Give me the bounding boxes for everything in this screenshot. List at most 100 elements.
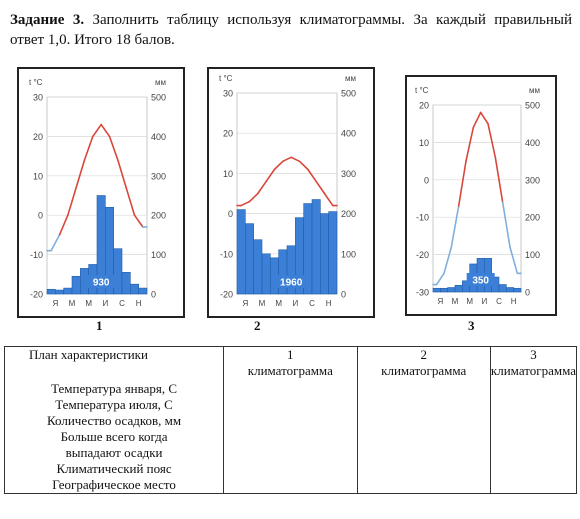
p-tick-label: 300: [341, 169, 356, 179]
temperature-segment: [100, 123, 111, 138]
task-number: Задание 3.: [10, 12, 85, 28]
answer-cell[interactable]: [489, 413, 578, 429]
month-label: Н: [136, 299, 142, 308]
temperature-segment: [457, 160, 467, 207]
precip-bar: [328, 211, 338, 295]
p-unit-label: мм: [155, 78, 166, 87]
temperature-segment: [435, 272, 445, 286]
temperature-segment: [75, 159, 86, 189]
t-tick-label: 20: [419, 101, 429, 111]
p-tick-label: 200: [151, 211, 166, 221]
p-tick-label: 300: [525, 175, 540, 185]
precip-bar: [130, 283, 139, 295]
precip-bar: [498, 284, 507, 293]
temperature-segment: [298, 160, 309, 171]
temperature-segment: [479, 111, 489, 125]
answer-cell[interactable]: [356, 413, 491, 429]
temperature-segment: [58, 214, 69, 236]
temperature-segment: [315, 180, 326, 195]
temperature-segment: [125, 186, 136, 216]
answer-cell[interactable]: [223, 477, 358, 494]
t-tick-label: 10: [223, 169, 233, 179]
p-tick-label: 0: [151, 290, 156, 300]
month-label: М: [466, 297, 473, 306]
header-plan: План характеристики: [3, 346, 225, 381]
t-tick-label: -10: [416, 213, 429, 223]
climatogram-1: 30 20 10 0 -10 -20 500 400 300 200 100 0 t °C мм 930 Я М…: [17, 67, 185, 318]
t-tick-label: 0: [228, 209, 233, 219]
total-precip-label: 1960: [280, 278, 303, 289]
precip-bar: [447, 287, 456, 293]
t-tick-label: -20: [220, 290, 233, 300]
temperature-segment: [472, 111, 482, 129]
answer-cell[interactable]: [223, 381, 358, 397]
temperature-segment: [307, 168, 317, 183]
p-tick-label: 400: [341, 129, 356, 139]
answer-cell[interactable]: [356, 381, 491, 397]
header-climatogram-1: 1 климатограмма: [223, 346, 358, 381]
precip-bar: [506, 287, 514, 293]
t-tick-label: -20: [416, 250, 429, 260]
month-label: М: [275, 299, 282, 308]
temperature-segment: [50, 234, 61, 252]
table-row: Климатический пояс: [3, 461, 578, 477]
temperature-segment: [257, 180, 267, 195]
task-body: Заполнить таблицу используя климатограмм…: [10, 12, 572, 48]
temperature-segment: [265, 168, 276, 183]
p-unit-label: мм: [529, 86, 540, 95]
answer-cell[interactable]: [489, 397, 578, 413]
answer-cell[interactable]: [489, 429, 578, 461]
precip-bar: [46, 288, 56, 295]
t-tick-label: 30: [223, 89, 233, 99]
t-tick-label: -20: [30, 290, 43, 300]
answer-cell[interactable]: [223, 429, 358, 461]
t-tick-label: 10: [33, 171, 43, 181]
t-tick-label: 10: [419, 138, 429, 148]
table-row: Количество осадков, мм: [3, 413, 578, 429]
t-tick-label: 0: [424, 175, 429, 185]
temperature-segment: [501, 201, 511, 248]
temperature-segment: [240, 200, 251, 207]
answer-cell[interactable]: [223, 397, 358, 413]
answer-cell[interactable]: [356, 397, 491, 413]
p-tick-label: 400: [525, 138, 540, 148]
precip-bar: [454, 284, 463, 293]
precip-bar: [253, 239, 263, 295]
p-tick-label: 100: [341, 249, 356, 259]
answer-cell[interactable]: [223, 461, 358, 477]
p-tick-label: 400: [151, 132, 166, 142]
temperature-segment: [92, 123, 102, 138]
row-label: Климатический пояс: [3, 461, 225, 477]
p-tick-label: 500: [341, 89, 356, 99]
precip-bar: [71, 275, 81, 295]
temperature-segment: [248, 192, 259, 203]
precip-bar: [138, 287, 148, 295]
answer-cell[interactable]: [223, 413, 358, 429]
precip-bar: [63, 287, 73, 295]
answer-cell[interactable]: [356, 461, 491, 477]
answer-cell[interactable]: [489, 461, 578, 477]
p-tick-label: 100: [525, 250, 540, 260]
p-tick-label: 200: [341, 209, 356, 219]
row-label: Больше всего когда выпадают осадки: [3, 429, 225, 461]
temperature-segment: [108, 135, 119, 161]
answer-cell[interactable]: [489, 477, 578, 494]
month-label: И: [481, 297, 487, 306]
month-label: Н: [511, 297, 517, 306]
task-text: Задание 3. Заполнить таблицу используя к…: [10, 10, 572, 50]
answer-cell[interactable]: [356, 477, 491, 494]
answer-cell[interactable]: [356, 429, 491, 461]
answer-cell[interactable]: [489, 381, 578, 397]
table-row: Температура июля, С: [3, 397, 578, 413]
table-row: Географическое место: [3, 477, 578, 494]
temperature-segment: [290, 156, 301, 163]
temperature-segment: [465, 126, 475, 162]
table-header-row: План характеристики 1 климатограмма 2 кл…: [3, 346, 578, 381]
month-label: Я: [52, 299, 58, 308]
precip-bar: [261, 253, 271, 295]
temperature-segment: [509, 246, 519, 275]
characteristics-table: План характеристики 1 климатограмма 2 кл…: [3, 346, 578, 494]
temperature-segment: [443, 246, 453, 275]
table-row: Температура января, С: [3, 381, 578, 397]
row-label: Количество осадков, мм: [3, 413, 225, 429]
